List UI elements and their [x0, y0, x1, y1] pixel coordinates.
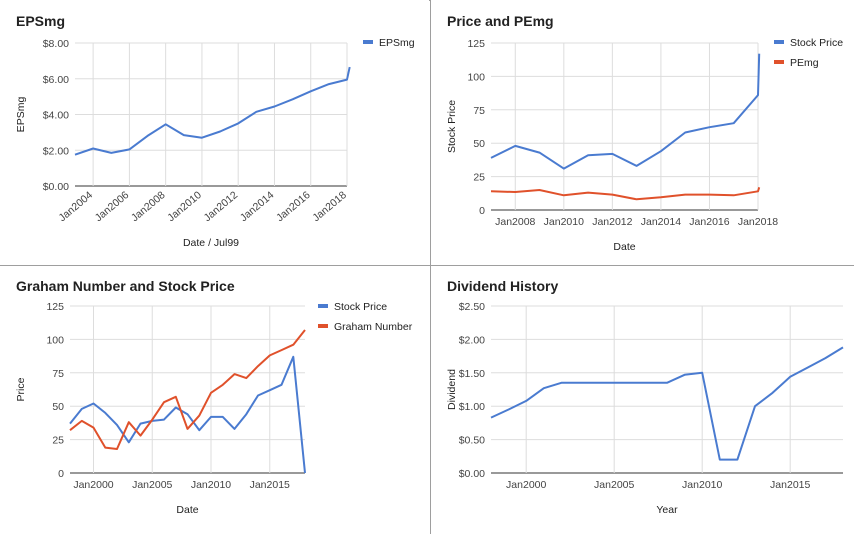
price-pemg-y-tick-label: 75: [473, 105, 485, 117]
horizontal-divider: [0, 265, 854, 266]
graham-title: Graham Number and Stock Price: [16, 278, 235, 294]
epsmg-x-tick-label: Jan2018: [310, 189, 349, 224]
price-pemg-series-line-stock-price: [490, 53, 761, 170]
epsmg-x-tick-label: Jan2014: [238, 189, 277, 224]
epsmg-x-tick-label: Jan2008: [129, 189, 168, 224]
price-pemg-y-tick-label: 25: [473, 172, 485, 184]
price-pemg-x-tick-label: Jan2014: [641, 216, 681, 228]
dividend-x-tick-label: Jan2005: [594, 479, 634, 491]
graham-y-tick-label: 0: [58, 468, 64, 480]
price-pemg-y-tick-label: 50: [473, 138, 485, 150]
epsmg-x-tick-label: Jan2012: [202, 189, 241, 224]
price-pemg-legend-label-pemg: PEmg: [790, 57, 819, 69]
dividend-y-tick-label: $0.00: [459, 468, 485, 480]
graham-y-tick-label: 125: [46, 301, 64, 313]
chart-panel-price-pemg: Price and PEmg 0 25 50 75 100 125 Jan2008 Jan201…: [431, 0, 854, 265]
chart-graham: Graham Number and Stock Price 0 25 50 75 100 1…: [15, 278, 413, 516]
epsmg-y-tick-label: $0.00: [43, 181, 69, 193]
graham-y-tick-label: 25: [52, 435, 64, 447]
epsmg-y-tick-label: $6.00: [43, 74, 69, 86]
price-pemg-legend-swatch-pemg: [774, 60, 784, 64]
dividend-y-tick-label: $1.00: [459, 401, 485, 413]
graham-y-tick-label: 100: [46, 334, 64, 346]
graham-x-tick-label: Jan2010: [191, 479, 231, 491]
price-pemg-series-line-pemg: [490, 187, 761, 201]
epsmg-y-tick-label: $8.00: [43, 38, 69, 50]
epsmg-x-tick-label: Jan2006: [93, 189, 132, 224]
epsmg-y-tick-label: $4.00: [43, 110, 69, 122]
graham-series-line-stock-price: [69, 355, 306, 474]
price-pemg-legend-swatch-stock-price: [774, 40, 784, 44]
graham-series-line-graham-number: [69, 329, 306, 450]
dividend-y-axis-label: Dividend: [446, 369, 458, 410]
dividend-title: Dividend History: [447, 278, 558, 294]
chart-panel-graham: Graham Number and Stock Price 0 25 50 75 100 1…: [0, 266, 429, 534]
price-pemg-x-tick-label: Jan2008: [495, 216, 535, 228]
dividend-y-tick-label: $2.50: [459, 301, 485, 313]
graham-y-tick-label: 50: [52, 401, 64, 413]
dividend-y-tick-label: $2.00: [459, 334, 485, 346]
epsmg-y-tick-label: $2.00: [43, 145, 69, 157]
graham-legend-swatch-graham-number: [318, 324, 328, 328]
dividend-y-tick-label: $0.50: [459, 435, 485, 447]
price-pemg-y-tick-label: 0: [479, 205, 485, 217]
chart-epsmg: EPSmg$0.00$2.00$4.00$6.00$8.00Jan2004Jan…: [15, 13, 415, 249]
epsmg-series-line-epsmg: [74, 66, 351, 156]
price-pemg-y-axis-label: Stock Price: [446, 100, 458, 153]
price-pemg-y-tick-label: 125: [467, 38, 485, 50]
dividend-y-tick-label: $1.50: [459, 368, 485, 380]
epsmg-legend-swatch-epsmg: [363, 40, 373, 44]
price-pemg-x-tick-label: Jan2018: [738, 216, 778, 228]
dividend-x-tick-label: Jan2000: [506, 479, 546, 491]
graham-x-tick-label: Jan2015: [250, 479, 290, 491]
price-pemg-y-tick-label: 100: [467, 71, 485, 83]
epsmg-y-axis-label: EPSmg: [15, 97, 27, 133]
price-pemg-x-tick-label: Jan2016: [689, 216, 729, 228]
vertical-divider: [430, 0, 431, 534]
price-pemg-x-tick-label: Jan2010: [544, 216, 584, 228]
graham-legend-label-stock-price: Stock Price: [334, 301, 387, 313]
graham-legend-swatch-stock-price: [318, 304, 328, 308]
price-pemg-x-axis-label: Date: [613, 241, 635, 253]
chart-panel-dividend: Dividend History $0.00 $0.50 $1.00 $1.50 $2.0…: [431, 266, 854, 534]
graham-y-tick-label: 75: [52, 368, 64, 380]
dividend-x-tick-label: Jan2015: [770, 479, 810, 491]
epsmg-x-tick-label: Jan2016: [274, 189, 313, 224]
graham-y-axis-label: Price: [15, 377, 27, 401]
chart-dividend: Dividend History $0.00 $0.50 $1.00 $1.50 $2.0…: [446, 278, 844, 516]
epsmg-x-tick-label: Jan2004: [56, 189, 95, 224]
price-pemg-title: Price and PEmg: [447, 13, 554, 29]
epsmg-x-axis-label: Date / Jul99: [183, 237, 239, 249]
epsmg-title: EPSmg: [16, 13, 65, 29]
dividend-x-axis-label: Year: [656, 504, 678, 516]
chart-panel-epsmg: EPSmg $0.00 $2.00 $4.00 $6.00 $8.00 Jan2004 Jan…: [0, 0, 429, 265]
epsmg-x-tick-label: Jan2010: [165, 189, 204, 224]
price-pemg-legend-label-stock-price: Stock Price: [790, 37, 843, 49]
graham-x-tick-label: Jan2000: [73, 479, 113, 491]
price-pemg-x-tick-label: Jan2012: [592, 216, 632, 228]
graham-x-axis-label: Date: [176, 504, 198, 516]
epsmg-legend-label-epsmg: EPSmg: [379, 37, 415, 49]
dividend-series-line-series-0: [490, 346, 844, 461]
chart-price-pemg: Price and PEmg 0 25 50 75 100 125 Jan2008 Jan201…: [446, 13, 843, 253]
graham-legend-label-graham-number: Graham Number: [334, 321, 413, 333]
dividend-x-tick-label: Jan2010: [682, 479, 722, 491]
graham-x-tick-label: Jan2005: [132, 479, 172, 491]
